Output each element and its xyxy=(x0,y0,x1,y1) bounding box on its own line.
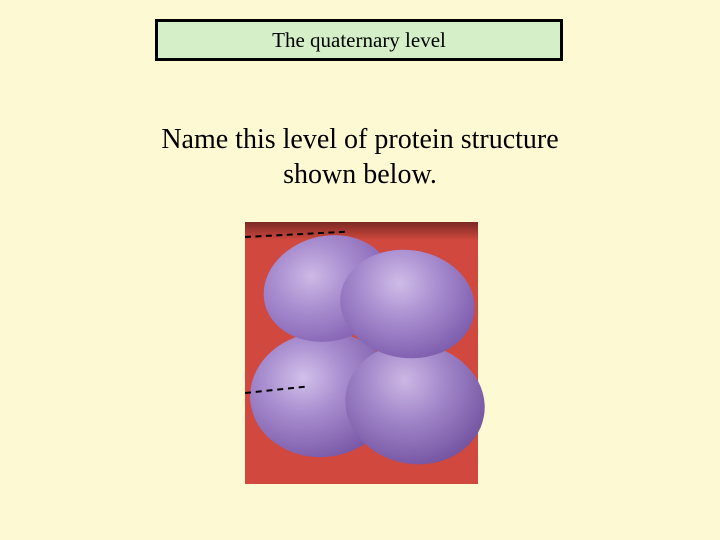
figure-top-shade xyxy=(245,222,478,240)
question-line-1: Name this level of protein structure xyxy=(161,124,558,155)
question-text: Name this level of protein structure sho… xyxy=(0,122,720,192)
answer-box: The quaternary level xyxy=(155,19,563,61)
protein-figure xyxy=(245,222,478,484)
answer-text: The quaternary level xyxy=(272,28,446,53)
question-line-2: shown below. xyxy=(283,159,437,190)
